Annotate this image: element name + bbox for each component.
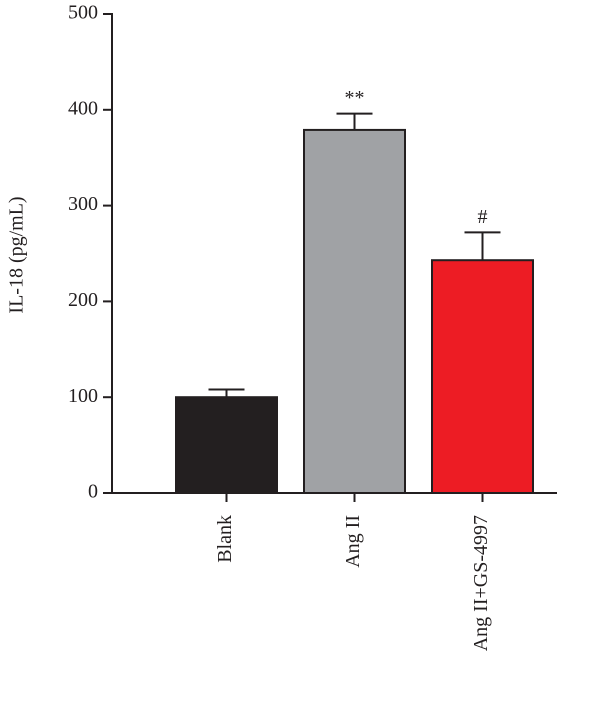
y-tick-label: 300	[68, 193, 98, 215]
y-axis-label: IL-18 (pg/mL)	[6, 196, 28, 313]
x-tick-label: Blank	[214, 515, 236, 563]
x-tick-label: Ang II	[342, 515, 364, 568]
y-tick-label: 100	[68, 385, 98, 407]
annotation: #	[478, 206, 488, 228]
y-tick-label: 0	[88, 481, 98, 503]
bar	[175, 396, 278, 495]
y-tick-label: 500	[68, 2, 98, 24]
annotation: **	[345, 87, 365, 109]
bar	[431, 259, 534, 494]
bar	[303, 128, 406, 494]
y-tick-label: 400	[68, 97, 98, 119]
x-tick-label: Ang II+GS-4997	[470, 515, 492, 651]
y-tick-label: 200	[68, 289, 98, 311]
